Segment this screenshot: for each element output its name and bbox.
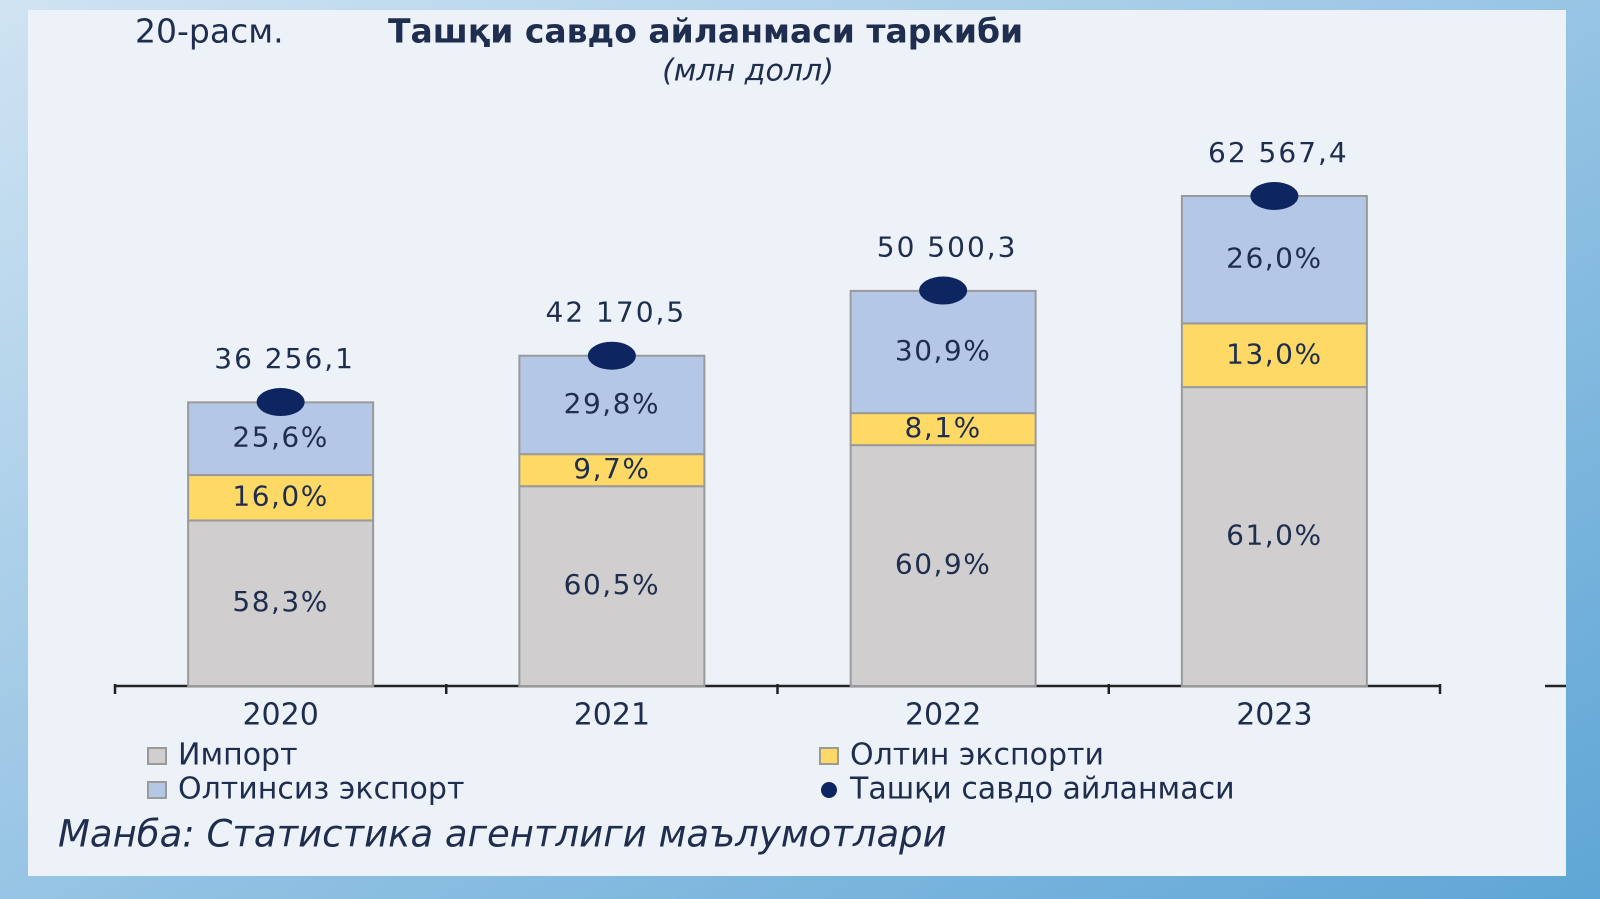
total-marker [587,341,636,370]
source-note: Манба: Статистика агентлиги маълумотлари [58,813,947,856]
bar-segment [849,412,1037,447]
segment-label: 9,7% [573,452,650,485]
legend-marker [821,782,837,798]
legend-label: Ташқи савдо айланмаси [849,772,1235,807]
total-marker [256,388,305,417]
bar-segment [518,485,706,687]
segment-label: 60,5% [564,568,660,601]
segment-label: 29,8% [564,387,660,420]
chart-subtitle: (млн долл) [662,54,834,89]
total-marker [1250,182,1299,210]
segment-label: 60,9% [895,548,991,581]
legend-label: Импорт [178,738,298,773]
segment-label: 30,9% [895,334,991,367]
legend-label: Олтин экспорти [850,738,1104,773]
bar-segment [849,444,1037,688]
legend-swatch [819,747,839,765]
total-label: 36 256,1 [214,342,355,375]
segment-label: 13,0% [1226,337,1322,370]
segment-label: 58,3% [232,585,328,618]
x-tick-label: 2023 [1236,698,1312,733]
total-label: 42 170,5 [546,296,687,329]
total-marker [919,276,968,305]
chart-title: Ташқи савдо айланмаси таркиби [388,12,1023,51]
legend-label: Олтинсиз экспорт [178,772,464,807]
legend-swatch [147,781,167,799]
bar-segment [187,474,375,522]
bar-segment [1180,195,1368,325]
total-label: 50 500,3 [877,231,1018,264]
segment-label: 16,0% [232,480,328,513]
legend-swatch [147,747,167,765]
segment-label: 25,6% [232,421,328,454]
bar-segment [1180,386,1368,687]
bar-segment [849,289,1037,415]
segment-label: 61,0% [1226,519,1322,552]
x-tick-label: 2020 [242,698,318,733]
chart-figure-label: 20-расм. [135,12,284,51]
segment-label: 8,1% [905,411,982,444]
bar-segment [518,354,706,456]
segment-label: 26,0% [1226,242,1322,275]
x-tick-label: 2021 [574,698,650,733]
total-label: 62 567,4 [1208,136,1349,169]
bar-segment [187,519,375,687]
bar-segment [518,453,706,488]
x-tick-label: 2022 [905,698,981,733]
